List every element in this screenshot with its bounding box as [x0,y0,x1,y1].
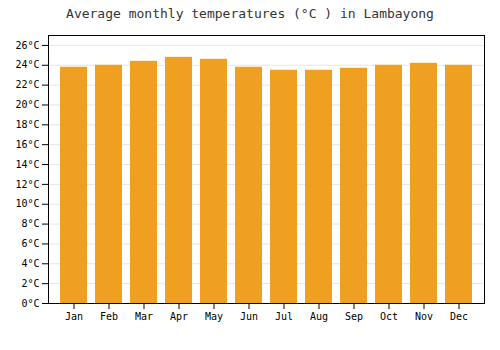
svg-text:Nov: Nov [415,311,433,322]
svg-text:Jun: Jun [240,311,258,322]
svg-text:0°C: 0°C [21,298,39,309]
svg-text:16°C: 16°C [15,139,39,150]
svg-text:12°C: 12°C [15,179,39,190]
svg-text:24°C: 24°C [15,59,39,70]
svg-text:Jul: Jul [275,311,293,322]
svg-text:10°C: 10°C [15,198,39,209]
svg-text:Apr: Apr [170,311,188,322]
svg-text:22°C: 22°C [15,79,39,90]
svg-text:2°C: 2°C [21,278,39,289]
html-text:Average monthly temperatures (: Average monthly temperatures (°C ) in La… [66,6,434,21]
svg-text:Jan: Jan [65,311,83,322]
svg-text:Oct: Oct [380,311,398,322]
svg-text:14°C: 14°C [15,159,39,170]
svg-text:20°C: 20°C [15,99,39,110]
svg-text:May: May [205,311,223,322]
svg-text:Dec: Dec [450,311,468,322]
svg-text:8°C: 8°C [21,218,39,229]
svg-text:Aug: Aug [310,311,328,322]
svg-text:18°C: 18°C [15,119,39,130]
svg-text:Mar: Mar [135,311,153,322]
svg-text:Feb: Feb [100,311,118,322]
svg-text:4°C: 4°C [21,258,39,269]
svg-text:26°C: 26°C [15,40,39,51]
svg-text:6°C: 6°C [21,238,39,249]
svg-text:Sep: Sep [345,311,363,322]
